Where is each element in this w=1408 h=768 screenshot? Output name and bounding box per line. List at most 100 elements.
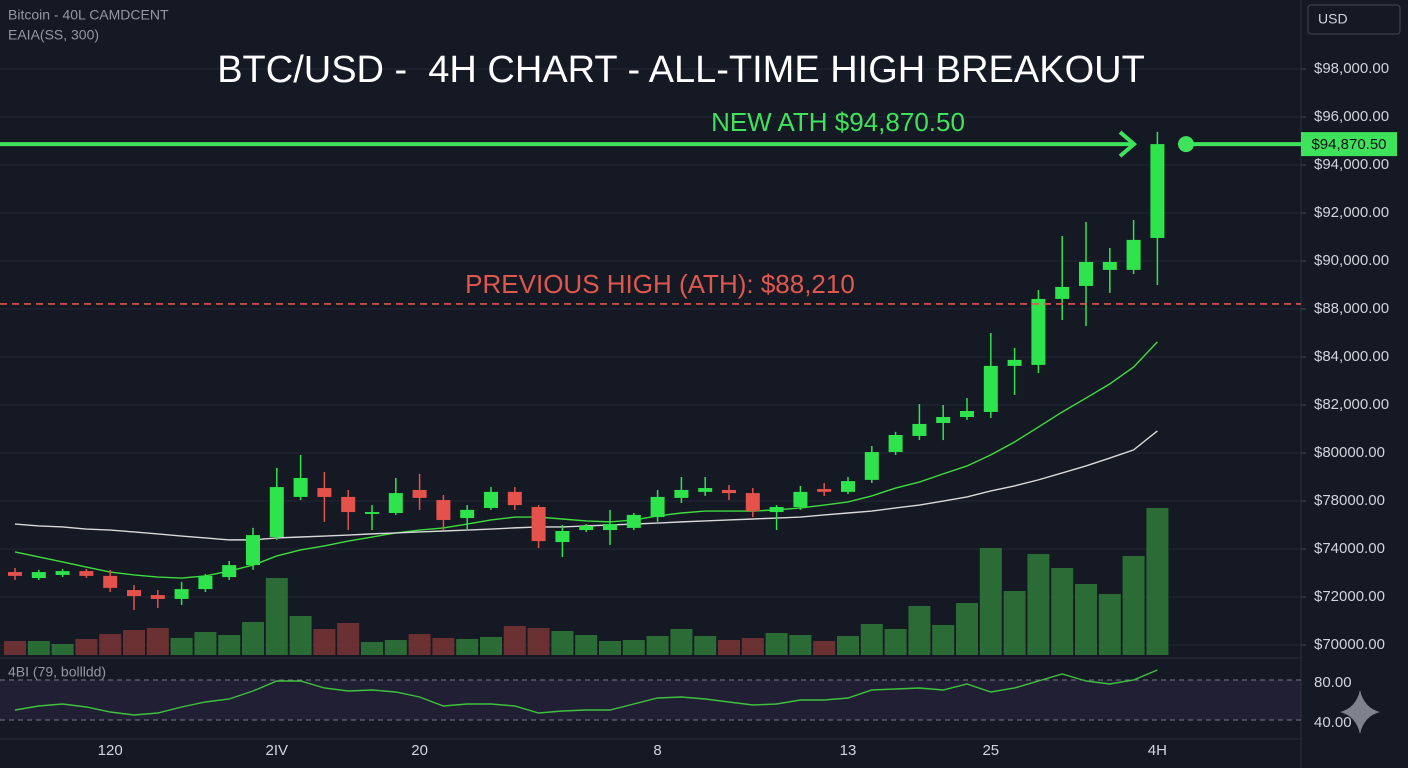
candle-body [579,525,594,531]
candle-body [1102,261,1117,270]
currency-box[interactable] [1307,4,1401,35]
candle-body [388,493,403,514]
y-tick-label: $94,000.00 [1314,156,1389,173]
candle-body [769,507,784,513]
y-tick-label: $88,000.00 [1314,300,1389,317]
candle-body [1150,144,1165,238]
oscillator-line [14,669,1158,716]
volume-bar [503,626,526,655]
candle-body [698,488,713,492]
candle-body [841,481,855,492]
candle-body [1079,261,1093,286]
volume-bar [932,625,955,655]
y-tick-label: $72000.00 [1314,588,1385,605]
candle-body [246,535,260,566]
x-tick-label: 120 [98,742,123,759]
volume-bar [1051,568,1074,655]
volume-bar [337,623,360,655]
volume-bar [765,633,788,655]
volume-bar [551,631,574,655]
volume-bar [123,630,145,655]
candle-body [293,477,308,497]
y-tick-label: $90,000.00 [1314,252,1389,269]
oscillator-tick-label: 40.00 [1314,714,1352,731]
candle-body [793,491,808,508]
volume-bar [408,634,431,655]
candle-body [1007,359,1022,366]
symbol-label: Bitcoin - 40L CAMDCENT [8,7,169,23]
x-tick-label: 13 [840,742,857,759]
candle-body [79,571,94,576]
volume-bar [361,642,383,655]
candle-body [817,489,832,492]
y-tick-label: $78000.00 [1314,492,1385,509]
volume-bar [4,641,26,655]
volume-bar [837,636,859,655]
plot: $98,000.00 $96,000.00 $94,000.00 $92,000.00… [0,60,1397,759]
y-tick-label: $98,000.00 [1314,60,1389,77]
chart-title: BTC/USD - 4H CHART - ALL-TIME HIGH BREAK… [217,49,1145,91]
candle-body [888,435,903,453]
volume-bar [1098,594,1121,655]
y-tick-label: $70000.00 [1314,636,1385,653]
candle-body [983,365,998,412]
volume-bar [146,628,169,655]
candle-body [127,590,141,597]
annotation-label: NEW ATH $94,870.50 [711,107,965,137]
volume-bar [527,628,550,655]
volume-bar [289,616,312,655]
candle-body [531,507,546,542]
candle-body [745,493,760,512]
candle-body [460,509,475,519]
candle-body [55,571,70,575]
candle-body [1031,298,1046,365]
volume-bar [170,638,193,655]
volume-bar [813,641,836,655]
volume-bar [218,635,241,655]
candle-body [341,496,356,513]
candle-body [484,491,498,508]
y-tick-label: $80000.00 [1314,444,1385,461]
y-tick-label: $74000.00 [1314,540,1385,557]
oscillator-tick-label: 80.00 [1314,674,1352,691]
volume-bar [741,638,764,655]
volume-bar [480,637,502,655]
candle-body [1126,239,1141,270]
volume-bar [694,636,717,655]
volume-bar [575,635,598,655]
candle-body [912,423,927,436]
volume-bar [622,640,645,655]
candle-body [674,489,689,498]
y-tick-label: $82,000.00 [1314,396,1389,413]
volume-bar [1075,584,1097,655]
volume-bar [456,639,479,655]
candle-body [936,417,951,424]
volume-bar [670,629,693,655]
candle-body [722,489,736,494]
volume-bar [908,606,931,655]
candle-body [650,496,665,518]
candle-body [150,595,165,599]
candle-body [412,489,427,498]
candle-body [626,514,641,528]
candle-body [1055,286,1070,299]
oscillator-name: 4BI (79, bollldd) [8,664,106,680]
volume-bar [884,629,907,655]
price-tag [1301,132,1397,157]
candle-body [198,575,213,590]
currency-label[interactable]: USD [1318,11,1348,27]
volume-bar [194,632,217,655]
volume-bar [599,641,621,655]
candle-body [269,487,284,538]
volume-bar [789,635,812,655]
x-tick-label: 25 [982,742,999,759]
ath-arrow [1118,130,1138,158]
y-tick-label: $96,000.00 [1314,108,1389,125]
candle-body [507,491,522,506]
x-tick-label: 2IV [266,742,289,759]
candle-body [365,512,379,514]
candle-body [174,589,189,599]
candle-body [8,572,22,576]
